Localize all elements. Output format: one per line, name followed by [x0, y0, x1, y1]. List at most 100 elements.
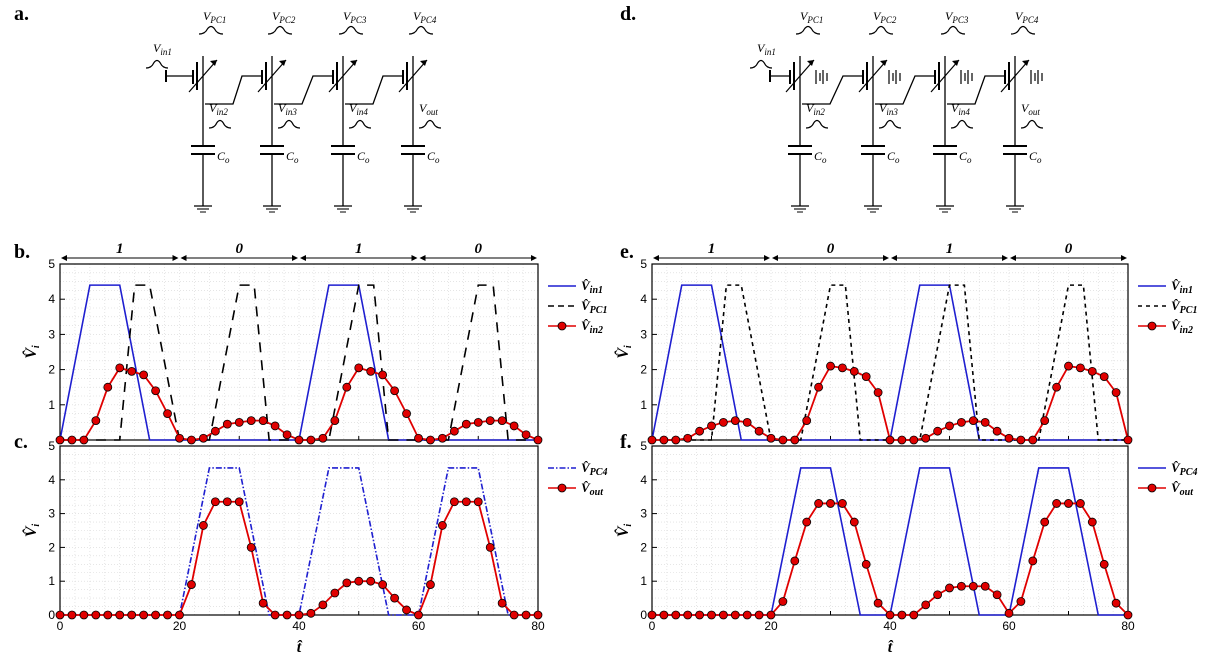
data-point-out: [861, 559, 871, 569]
panel-letter-d: d.: [620, 3, 636, 25]
data-point-out: [778, 597, 788, 606]
data-point-out: [222, 497, 232, 507]
panel-letter-a: a.: [14, 3, 29, 25]
data-point-out: [461, 497, 471, 507]
x-tick-label: 60: [1002, 619, 1016, 633]
data-point-out: [390, 593, 400, 603]
data-point-in2: [210, 426, 220, 436]
chart-panel-c: 0 1 2 3 4 5 0 20 40 60 80 t̂ V̂i V̂PC4 V̂out: [21, 439, 607, 656]
data-point-out: [521, 610, 531, 620]
data-point-out: [1040, 517, 1050, 527]
data-point-in2: [659, 435, 669, 445]
label-cap-3: Co: [357, 149, 370, 165]
data-point-in2: [485, 416, 495, 426]
pulse-waveform: [1020, 119, 1044, 129]
pulse-waveform: [145, 59, 169, 69]
label-vpc-3: VPC3: [945, 9, 969, 25]
y-tick-label: 5: [48, 257, 55, 271]
pulse-waveform: [1010, 25, 1036, 35]
y-tick-label: 5: [640, 257, 647, 271]
data-point-in2: [402, 409, 411, 419]
data-point-in2: [390, 386, 400, 396]
data-point-out: [509, 610, 519, 620]
data-point-in2: [849, 366, 859, 376]
data-point-out: [151, 610, 161, 620]
data-point-in2: [742, 417, 752, 427]
data-point-in2: [790, 435, 800, 445]
data-point-out: [115, 610, 125, 620]
y-tick-label: 1: [48, 398, 55, 412]
data-point-out: [1076, 499, 1085, 508]
data-point-out: [127, 610, 137, 620]
panel-letter-e: e.: [620, 241, 634, 263]
data-point-out: [1004, 608, 1014, 618]
data-point-in2: [127, 366, 137, 376]
data-point-out: [234, 497, 244, 507]
data-point-in2: [449, 426, 459, 436]
data-point-out: [163, 610, 172, 620]
data-point-out: [282, 610, 292, 620]
data-point-out: [790, 556, 800, 566]
y-tick-label: 3: [640, 327, 647, 341]
pulse-waveform: [795, 25, 821, 35]
data-point-out: [909, 610, 919, 620]
data-point-out: [742, 610, 752, 620]
label-cap-2: Co: [286, 149, 299, 165]
data-point-out: [485, 543, 495, 552]
legend-label-out: V̂out: [581, 480, 604, 498]
x-tick-label: 20: [764, 619, 778, 633]
legend-marker-in2: [557, 321, 567, 331]
panel-letter-c: c.: [14, 431, 28, 453]
data-point-in2: [826, 361, 835, 371]
label-node-4: Vout: [1021, 101, 1040, 117]
data-point-out: [707, 610, 716, 620]
label-vpc-1: VPC1: [203, 9, 226, 25]
data-point-out: [980, 581, 990, 591]
bit-label-2: 1: [946, 241, 954, 257]
y-tick-label: 5: [48, 439, 55, 453]
data-point-in2: [354, 363, 364, 373]
series-line-PC1: [60, 284, 538, 441]
data-point-out: [730, 610, 740, 620]
x-tick-label: 20: [173, 619, 187, 633]
label-cap-3: Co: [959, 149, 972, 165]
pulse-waveform: [418, 119, 442, 129]
data-point-out: [318, 600, 328, 610]
data-point-in2: [163, 409, 172, 419]
data-point-in2: [1099, 372, 1109, 382]
data-point-out: [258, 598, 268, 608]
label-vpc-2: VPC2: [873, 9, 897, 25]
data-point-out: [1099, 559, 1109, 569]
chart-panel-e: 1 2 3 4 5 V̂i V̂in1 V̂PC1 V̂in2: [613, 257, 1197, 445]
legend-marker-out: [557, 483, 567, 493]
bit-label-0: 1: [116, 241, 124, 257]
label-vpc-4: VPC4: [413, 9, 437, 25]
label-node-1: Vin2: [806, 101, 825, 117]
data-point-out: [91, 610, 101, 620]
data-point-in2: [187, 435, 196, 445]
x-tick-label: 60: [412, 619, 426, 633]
data-point-in2: [306, 435, 316, 445]
y-tick-label: 4: [640, 473, 647, 487]
data-point-out: [933, 590, 942, 600]
data-point-in2: [67, 435, 77, 445]
legend-label-PC4: V̂PC4: [1171, 460, 1197, 478]
data-point-in2: [366, 366, 376, 376]
x-axis-title: t̂: [297, 639, 303, 656]
data-point-out: [719, 610, 728, 620]
data-point-in2: [282, 430, 292, 440]
data-point-in2: [175, 433, 184, 443]
data-point-in2: [318, 433, 328, 443]
y-tick-label: 1: [640, 398, 647, 412]
data-point-out: [957, 581, 966, 591]
data-point-in2: [55, 435, 65, 445]
legend-label-in2: V̂in2: [581, 318, 603, 336]
data-point-in2: [980, 417, 990, 427]
legend-label-in1: V̂in1: [1171, 278, 1193, 296]
label-cap-2: Co: [887, 149, 900, 165]
data-point-in2: [521, 430, 531, 440]
pulse-waveform: [940, 25, 966, 35]
data-point-in2: [426, 435, 435, 445]
data-point-out: [79, 610, 89, 620]
